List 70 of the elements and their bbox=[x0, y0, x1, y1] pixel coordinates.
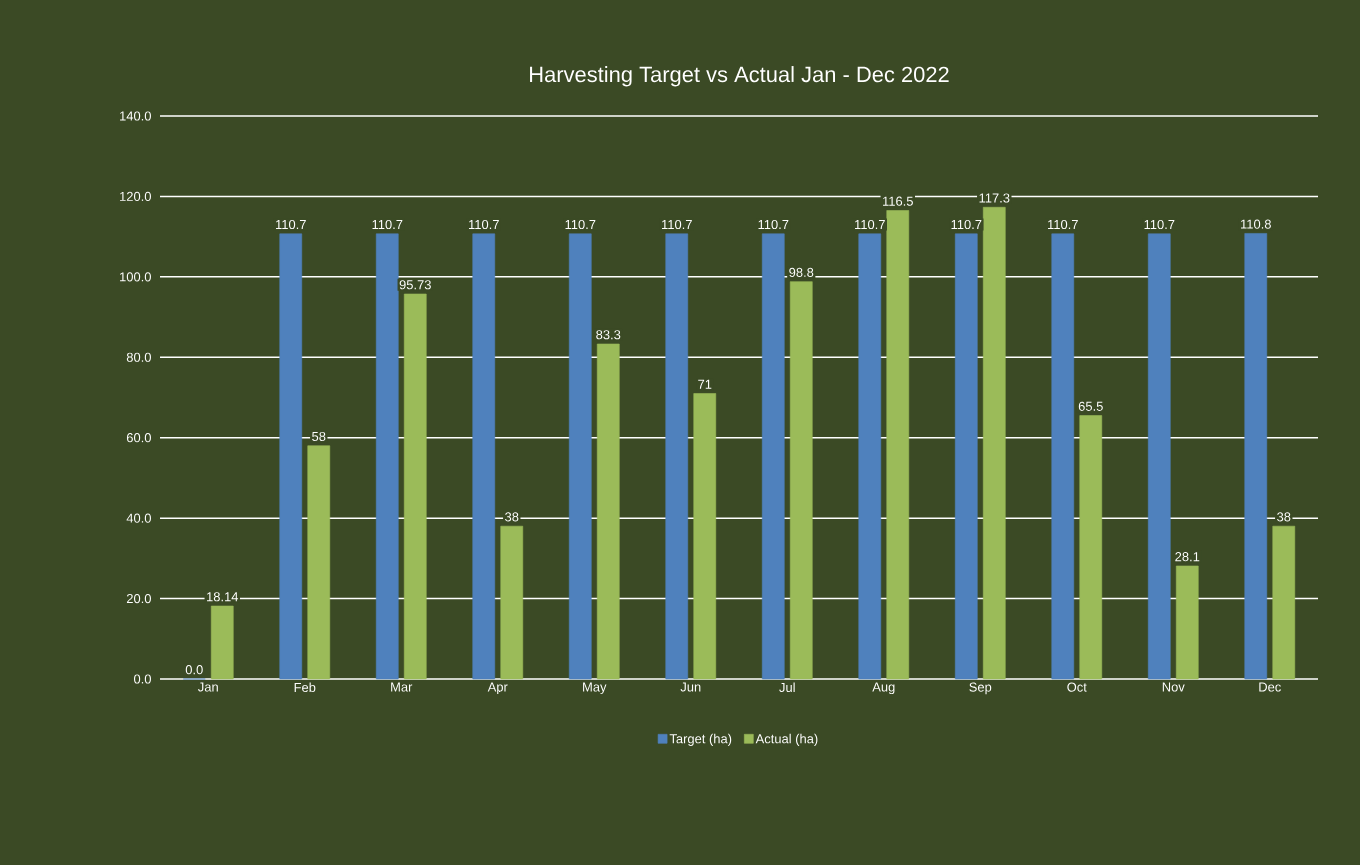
y-tick-label: 120.0 bbox=[120, 191, 151, 201]
bar bbox=[954, 233, 978, 680]
x-tick-label: Jan bbox=[198, 682, 218, 692]
bar bbox=[761, 233, 785, 680]
bar bbox=[500, 525, 524, 680]
data-label: 58 bbox=[312, 431, 326, 442]
y-tick-label: 60.0 bbox=[126, 433, 151, 443]
legend-label: Target (ha) bbox=[669, 733, 732, 746]
bar bbox=[472, 233, 496, 680]
x-tick-label: Nov bbox=[1162, 682, 1185, 692]
data-label: 117.3 bbox=[979, 193, 1010, 203]
bar bbox=[596, 343, 620, 680]
data-label: 110.7 bbox=[855, 219, 885, 230]
bar bbox=[1175, 565, 1199, 680]
data-label: 38 bbox=[1277, 512, 1291, 522]
data-label: 18.14 bbox=[207, 592, 239, 602]
bar bbox=[886, 210, 910, 680]
data-label: 110.8 bbox=[1241, 219, 1271, 229]
x-tick-label: Oct bbox=[1067, 682, 1087, 692]
data-label: 110.7 bbox=[1048, 219, 1078, 230]
data-label: 65.5 bbox=[1078, 401, 1103, 411]
data-label: 110.7 bbox=[662, 219, 692, 230]
data-label: 110.7 bbox=[276, 219, 306, 230]
data-label: 83.3 bbox=[596, 330, 621, 340]
x-tick-label: Aug bbox=[872, 682, 895, 695]
bar bbox=[1051, 233, 1075, 680]
y-tick-label: 100.0 bbox=[120, 272, 151, 282]
bar bbox=[1244, 233, 1268, 680]
bar bbox=[693, 393, 717, 680]
data-label: 71 bbox=[698, 379, 712, 389]
data-label: 110.7 bbox=[951, 219, 982, 230]
x-tick-label: Jul bbox=[779, 682, 795, 693]
bar bbox=[403, 293, 427, 680]
data-label: 110.7 bbox=[758, 219, 789, 230]
bar bbox=[1147, 233, 1171, 680]
bar bbox=[279, 233, 303, 680]
bar bbox=[789, 281, 813, 680]
data-label: 110.7 bbox=[469, 219, 499, 230]
y-tick-label: 20.0 bbox=[126, 593, 151, 604]
y-tick-label: 140.0 bbox=[120, 111, 151, 121]
x-tick-label: Mar bbox=[391, 682, 413, 692]
x-tick-label: Jun bbox=[680, 682, 701, 692]
data-label: 28.1 bbox=[1175, 552, 1200, 562]
bar bbox=[858, 233, 882, 680]
chart-title: Harvesting Target vs Actual Jan - Dec 2022 bbox=[530, 66, 949, 87]
bar bbox=[1272, 525, 1296, 680]
bar bbox=[665, 233, 689, 680]
data-label: 116.5 bbox=[883, 196, 913, 206]
bar bbox=[375, 233, 399, 680]
y-tick-label: 80.0 bbox=[126, 352, 151, 362]
data-label: 110.7 bbox=[372, 219, 403, 230]
bar bbox=[307, 445, 331, 680]
data-label: 98.8 bbox=[789, 267, 814, 277]
data-label: 110.7 bbox=[565, 219, 596, 230]
y-tick-label: 40.0 bbox=[126, 513, 151, 523]
y-tick-label: 0.0 bbox=[133, 674, 151, 684]
data-label: 95.73 bbox=[399, 280, 431, 290]
data-label: 110.7 bbox=[1144, 219, 1175, 230]
bar bbox=[210, 605, 234, 680]
x-tick-label: Apr bbox=[487, 682, 508, 695]
legend-label: Actual (ha) bbox=[755, 733, 818, 746]
bar bbox=[568, 233, 592, 680]
bar bbox=[982, 206, 1006, 680]
data-label: 38 bbox=[505, 512, 519, 522]
bar bbox=[1079, 415, 1103, 680]
x-tick-label: Dec bbox=[1259, 682, 1281, 692]
x-tick-label: Feb bbox=[294, 682, 316, 693]
x-tick-label: Sep bbox=[969, 682, 992, 695]
x-tick-label: May bbox=[583, 682, 607, 695]
data-label: 0.0 bbox=[185, 665, 203, 675]
